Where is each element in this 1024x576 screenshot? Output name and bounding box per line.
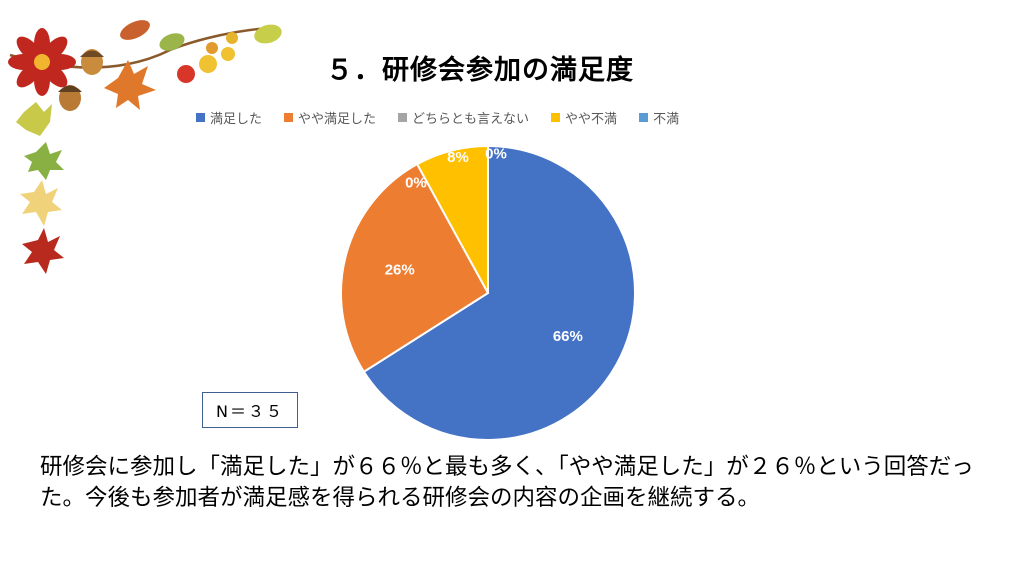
pie-data-label: 0%: [405, 174, 427, 191]
legend-item: やや満足した: [284, 108, 376, 127]
yellow-green-leaf-icon: [16, 102, 52, 136]
autumn-leaves-decoration: [8, 20, 282, 274]
legend-label: どちらとも言えない: [412, 112, 530, 127]
green-leaf-icon: [159, 33, 185, 51]
legend-item: やや不満: [551, 108, 617, 127]
sample-size-box: N＝３５: [202, 392, 298, 428]
pie-data-label: 8%: [447, 149, 469, 166]
orange-leaf-icon: [104, 60, 156, 110]
legend-swatch: [284, 113, 294, 122]
legend-item: 不満: [639, 108, 679, 127]
chart-title: ５．研修会参加の満足度: [326, 55, 634, 86]
pie-data-label: 66%: [553, 328, 583, 345]
red-maple-leaf-icon: [22, 228, 64, 274]
green-maple-leaf-icon: [24, 142, 64, 180]
legend-label: やや不満: [565, 112, 618, 127]
berries-icon: [177, 32, 238, 83]
red-flower-icon: [8, 28, 76, 96]
legend-swatch: [551, 113, 561, 122]
brown-leaf-icon: [120, 20, 150, 40]
legend-swatch: [398, 113, 408, 122]
summary-text: 研修会に参加し「満足した」が６６％と最も多く、「やや満足した」が２６％という回答…: [40, 454, 974, 511]
legend-label: 不満: [653, 112, 680, 127]
pie-slice: [415, 144, 489, 294]
acorn-icon: [58, 49, 104, 111]
pale-maple-leaf-icon: [20, 180, 62, 226]
pie-slice: [340, 162, 490, 374]
pie-data-label: 0%: [485, 145, 507, 162]
chart-legend: 満足した やや満足した どちらとも言えない やや不満 不満: [196, 108, 679, 127]
yellow-leaf-icon: [254, 24, 282, 44]
legend-swatch: [639, 113, 649, 122]
pie-data-label: 26%: [385, 261, 415, 278]
satisfaction-pie-chart: 66% 26% 0% 8% 0%: [340, 144, 636, 441]
legend-swatch: [196, 113, 205, 122]
legend-label: やや満足した: [298, 112, 377, 127]
legend-item: 満足した: [196, 108, 262, 127]
legend-label: 満足した: [210, 112, 263, 127]
pie-slice: [362, 144, 636, 441]
legend-item: どちらとも言えない: [398, 108, 529, 127]
